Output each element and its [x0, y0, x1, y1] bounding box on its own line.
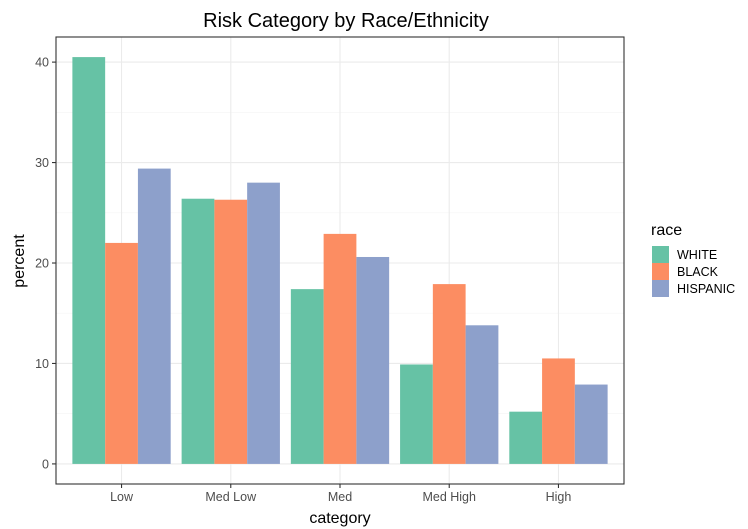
bar-hispanic-med-high [465, 325, 499, 464]
y-tick-label: 0 [42, 457, 49, 471]
bar-hispanic-high [574, 384, 608, 464]
bar-hispanic-low [137, 168, 171, 464]
bar-white-low [72, 57, 106, 464]
bar-white-med-low [181, 198, 215, 464]
bar-hispanic-med-low [247, 182, 280, 464]
plot-panel [55, 36, 625, 485]
legend-title: race [651, 222, 682, 239]
bar-black-low [105, 242, 138, 464]
y-tick-label: 40 [35, 56, 49, 70]
bar-black-med [323, 233, 357, 464]
bar-white-high [509, 411, 543, 464]
x-tick-label: High [546, 490, 572, 504]
legend-label-white: WHITE [677, 248, 717, 262]
x-axis: Low Med Low Med Med High High [110, 484, 571, 504]
bar-hispanic-med [356, 256, 390, 464]
legend: race WHITE BLACK HISPANIC [651, 222, 735, 297]
legend-label-hispanic: HISPANIC [677, 282, 735, 296]
y-tick-label: 30 [35, 156, 49, 170]
y-tick-label: 10 [35, 357, 49, 371]
bar-white-med-high [400, 364, 433, 464]
x-tick-label: Low [110, 490, 134, 504]
x-axis-title: category [309, 510, 370, 527]
legend-label-black: BLACK [677, 265, 719, 279]
legend-key-white [652, 246, 669, 263]
legend-key-black [652, 263, 669, 280]
bar-black-med-high [432, 284, 466, 464]
bar-black-high [542, 358, 575, 464]
legend-key-hispanic [652, 280, 669, 297]
bar-white-med [290, 289, 324, 464]
chart-title: Risk Category by Race/Ethnicity [203, 10, 489, 32]
x-tick-label: Med [328, 490, 352, 504]
x-tick-label: Med High [422, 490, 476, 504]
y-tick-label: 20 [35, 257, 49, 271]
y-axis-title: percent [11, 234, 28, 288]
x-tick-label: Med Low [205, 490, 257, 504]
bars [72, 57, 608, 464]
y-axis: 0 10 20 30 40 [35, 56, 56, 471]
bar-black-med-low [214, 199, 248, 464]
